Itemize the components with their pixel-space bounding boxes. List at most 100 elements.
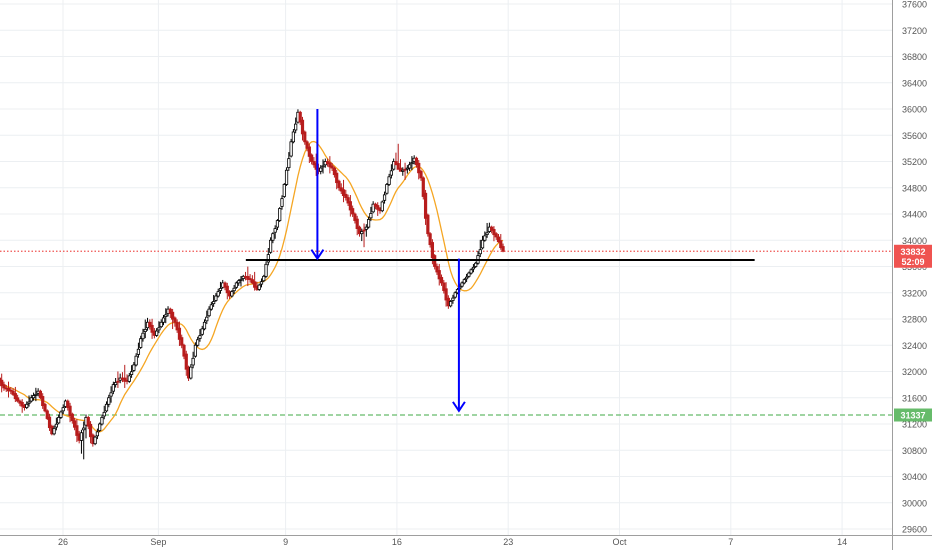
candle-body (43, 403, 47, 412)
candle-body (284, 169, 289, 185)
candle-body (298, 111, 302, 123)
candle-body (114, 382, 118, 386)
candle-body (262, 275, 266, 282)
candle-body (389, 170, 393, 176)
x-tick-label: 23 (503, 537, 513, 547)
candle-body (47, 416, 52, 429)
candle-body (351, 208, 355, 215)
candle-body (34, 393, 38, 396)
y-tick-label: 30000 (902, 498, 927, 508)
candle-body (501, 246, 505, 252)
candle-body (111, 384, 115, 392)
candle-body (275, 220, 280, 228)
price-tag-label: 33832 (900, 247, 925, 257)
candle-body (157, 327, 161, 331)
candle-body (175, 321, 179, 331)
candle-body (462, 279, 466, 284)
candle-body (371, 203, 375, 213)
candle-body (189, 366, 193, 379)
candle-body (45, 410, 49, 419)
grid (0, 0, 892, 535)
candle-body (20, 401, 24, 407)
candle-body (27, 401, 31, 404)
candle-body (287, 158, 291, 169)
candle-body (246, 276, 250, 280)
candle-body (335, 172, 339, 184)
candle-body (392, 161, 396, 170)
candle-body (104, 403, 109, 412)
candle-body (161, 317, 166, 323)
candle-body (423, 192, 428, 219)
candle-body (471, 266, 476, 270)
candle-body (387, 176, 391, 185)
countdown-tag-bg (894, 254, 932, 268)
candle-body (337, 180, 341, 189)
candle-body (485, 232, 489, 235)
candle-body (330, 165, 334, 169)
candle-body (408, 164, 412, 169)
x-tick-label: 7 (728, 537, 733, 547)
candle-body (474, 262, 478, 267)
candle-body (421, 177, 425, 197)
candle-body (344, 193, 348, 198)
candle-body (98, 423, 102, 431)
candle-body (212, 301, 216, 305)
candle-body (82, 427, 86, 431)
candle-body (61, 407, 65, 412)
x-tick-label: Oct (612, 537, 627, 547)
candle-body (433, 255, 437, 267)
moving-average (0, 140, 504, 433)
candle-body (93, 436, 97, 445)
candle-body (362, 229, 366, 232)
y-tick-label: 29600 (902, 525, 927, 535)
candle-body (155, 330, 159, 336)
candle-body (38, 390, 43, 399)
candle-body (321, 165, 325, 168)
candle-body (453, 292, 457, 298)
candle-body (102, 411, 106, 417)
candle-body (139, 338, 143, 348)
candle-body (198, 335, 202, 339)
candle-body (116, 380, 120, 383)
candle-body (234, 282, 239, 288)
candle-body (300, 119, 305, 135)
candle-body (159, 321, 163, 328)
candle-body (357, 226, 362, 235)
candle-body (332, 167, 337, 176)
price-tag-bg (894, 244, 932, 258)
candle-body (75, 425, 79, 436)
candle-body (328, 162, 332, 168)
candle-body (353, 213, 357, 221)
y-tick-label: 34800 (902, 183, 927, 193)
candle-body (216, 291, 220, 297)
candle-body (428, 233, 432, 246)
target-arrow-head (310, 249, 325, 261)
candle-body (148, 321, 152, 328)
y-tick-label: 36800 (902, 52, 927, 62)
candle-body (248, 278, 252, 281)
candle-body (401, 169, 405, 172)
candle-body (271, 233, 275, 241)
candle-body (405, 167, 409, 170)
candle-body (164, 314, 168, 317)
candle-body (310, 154, 314, 162)
candle-body (11, 390, 15, 395)
candle-body (496, 236, 501, 243)
y-tick-label: 31600 (902, 393, 927, 403)
candle-body (123, 377, 127, 382)
candle-body (426, 214, 430, 235)
candle-body (369, 213, 373, 219)
candle-body (95, 431, 99, 437)
candle-body (127, 375, 131, 382)
candle-body (341, 189, 346, 197)
candle-body (385, 184, 389, 194)
candle-body (444, 288, 448, 301)
candle-body (134, 355, 138, 366)
candle-body (59, 411, 63, 418)
candle-body (57, 417, 61, 424)
candle-body (360, 231, 364, 235)
drawings[interactable] (245, 109, 755, 413)
candle-body (193, 344, 197, 357)
